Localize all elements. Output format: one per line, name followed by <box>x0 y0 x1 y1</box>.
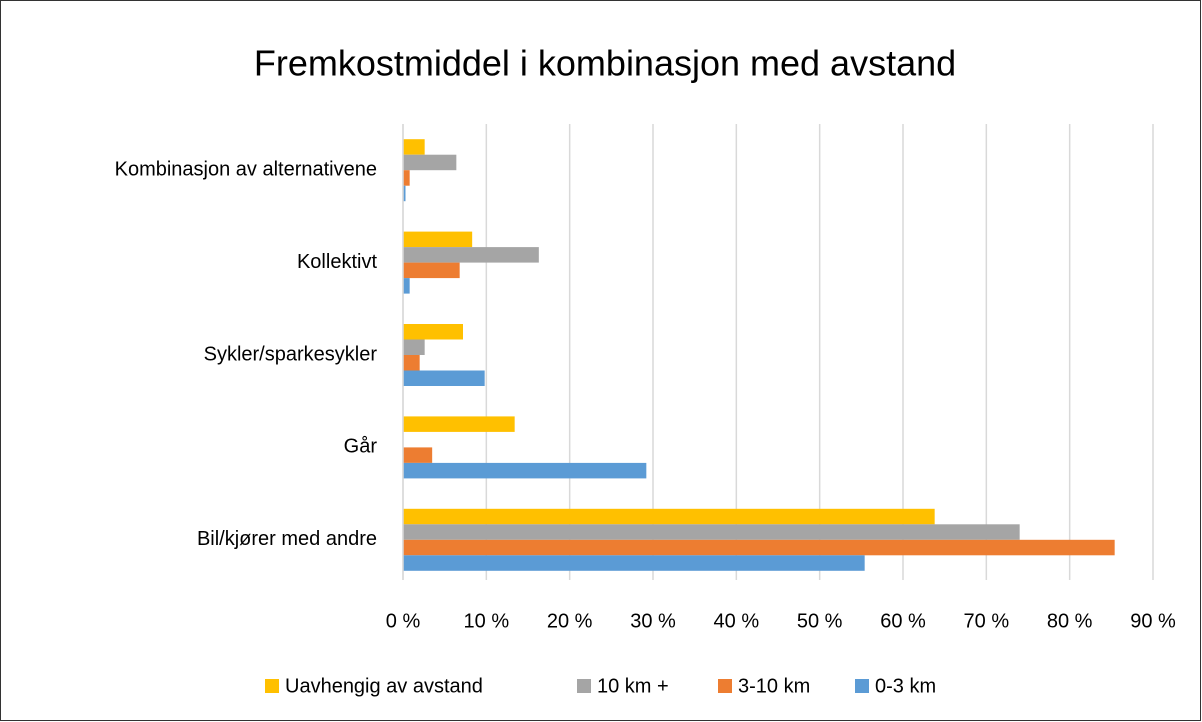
bar <box>403 278 410 294</box>
category-label: Kollektivt <box>297 251 377 273</box>
bar <box>403 324 463 340</box>
bar <box>403 508 935 525</box>
category-label: Bil/kjører med andre <box>197 528 377 550</box>
x-tick-label: 60 % <box>880 610 926 632</box>
bar <box>403 370 485 386</box>
legend-swatch <box>718 679 732 693</box>
bar <box>403 416 515 432</box>
chart-title: Fremkostmiddel i kombinasjon med avstand <box>254 43 956 84</box>
x-tick-label: 20 % <box>547 610 593 632</box>
category-label: Går <box>344 436 378 458</box>
x-tick-label: 10 % <box>464 610 510 632</box>
category-label: Sykler/sparkesykler <box>204 343 378 365</box>
x-tick-label: 90 % <box>1130 610 1176 632</box>
x-tick-label: 50 % <box>797 610 843 632</box>
x-tick-label: 40 % <box>714 610 760 632</box>
legend-swatch <box>577 679 591 693</box>
bar <box>403 262 460 279</box>
x-tick-label: 0 % <box>386 610 421 632</box>
bar <box>403 139 425 155</box>
legend-label: Uavhengig av avstand <box>285 675 483 697</box>
category-label: Kombinasjon av alternativene <box>115 158 377 180</box>
bar <box>403 339 425 355</box>
legend-label: 10 km + <box>597 675 669 697</box>
bar <box>403 355 420 371</box>
bar <box>403 539 1115 556</box>
bar <box>403 524 1020 540</box>
legend-label: 0-3 km <box>875 675 936 697</box>
bar <box>403 170 410 186</box>
bar <box>403 154 457 171</box>
bar <box>403 231 473 248</box>
legend-swatch <box>855 679 869 693</box>
bar <box>403 185 406 202</box>
legend-label: 3-10 km <box>738 675 810 697</box>
bar <box>403 447 433 463</box>
x-tick-label: 80 % <box>1047 610 1093 632</box>
bar <box>403 462 647 479</box>
bar <box>403 555 865 571</box>
x-tick-label: 70 % <box>964 610 1010 632</box>
bar <box>403 247 539 263</box>
x-tick-label: 30 % <box>630 610 676 632</box>
legend-swatch <box>265 679 279 693</box>
